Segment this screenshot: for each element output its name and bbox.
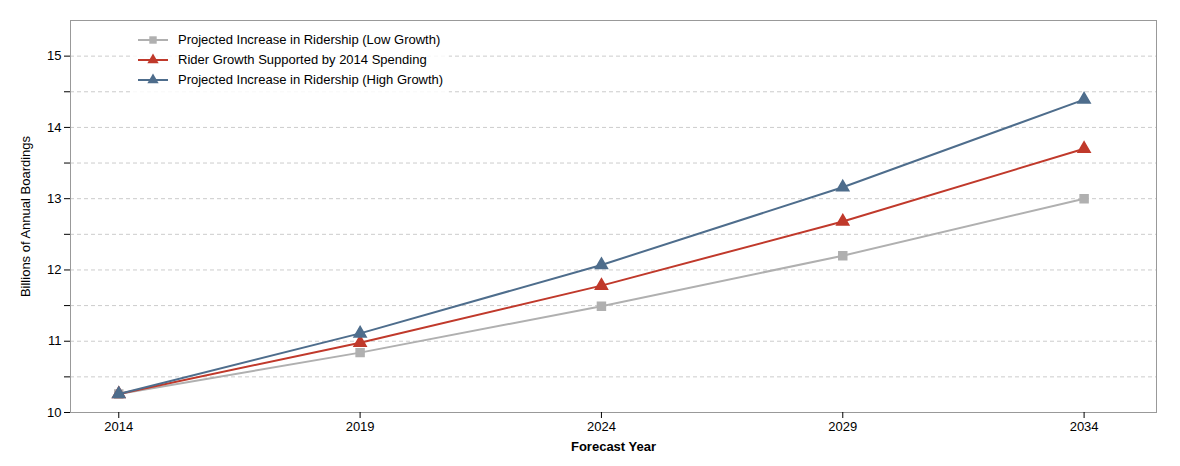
svg-text:12: 12 bbox=[47, 262, 61, 277]
svg-text:2019: 2019 bbox=[346, 419, 375, 434]
svg-text:2014: 2014 bbox=[104, 419, 133, 434]
svg-text:Billions of Annual Boardings: Billions of Annual Boardings bbox=[18, 135, 33, 297]
svg-text:13: 13 bbox=[47, 191, 61, 206]
html-text:Projected Increase in Ridershi: Projected Increase in Ridership (High Gr… bbox=[178, 72, 444, 87]
svg-text:2034: 2034 bbox=[1070, 419, 1099, 434]
svg-text:11: 11 bbox=[48, 333, 62, 348]
svg-text:Forecast Year: Forecast Year bbox=[571, 439, 656, 454]
svg-text:15: 15 bbox=[47, 48, 61, 63]
svg-text:2029: 2029 bbox=[828, 419, 857, 434]
svg-text:14: 14 bbox=[47, 120, 61, 135]
html-text:Rider Growth Supported by 2014: Rider Growth Supported by 2014 Spending bbox=[178, 52, 427, 67]
html-text:Projected Increase in Ridershi: Projected Increase in Ridership (Low Gro… bbox=[178, 32, 441, 47]
svg-text:10: 10 bbox=[47, 405, 61, 420]
svg-text:2024: 2024 bbox=[587, 419, 616, 434]
